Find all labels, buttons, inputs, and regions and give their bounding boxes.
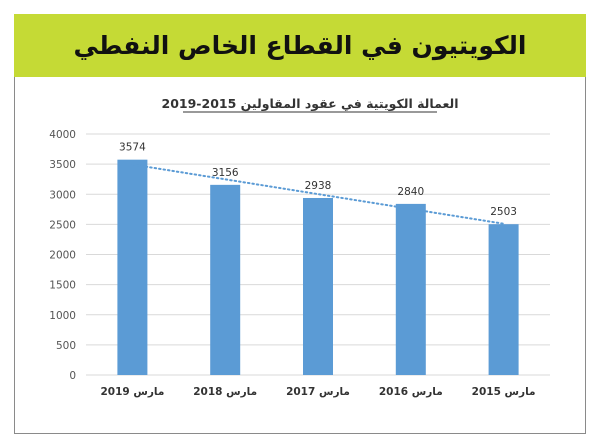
y-tick-label: 3500 bbox=[49, 159, 76, 171]
y-tick-label: 2500 bbox=[49, 219, 76, 231]
x-tick-label: مارس 2019 bbox=[100, 386, 164, 398]
bars-layer bbox=[117, 159, 519, 375]
x-tick-label: مارس 2016 bbox=[379, 386, 443, 398]
data-label: 2938 bbox=[305, 180, 332, 192]
y-tick-label: 4000 bbox=[49, 129, 76, 141]
y-tick-label: 3000 bbox=[49, 189, 76, 201]
trend-layer bbox=[131, 163, 505, 225]
data-label: 2503 bbox=[490, 206, 517, 218]
bar bbox=[303, 197, 333, 375]
x-tick-label: مارس 2015 bbox=[472, 386, 536, 398]
y-tick-label: 0 bbox=[69, 370, 76, 382]
x-tick-label: مارس 2017 bbox=[286, 386, 350, 398]
y-tick-label: 2000 bbox=[49, 250, 76, 262]
bar bbox=[488, 224, 519, 375]
banner-title: الكويتيون في القطاع الخاص النفطي bbox=[73, 31, 527, 60]
y-tick-label: 1500 bbox=[49, 280, 76, 292]
x-tick-label: مارس 2018 bbox=[193, 386, 257, 398]
data-label: 2840 bbox=[397, 186, 424, 198]
data-label: 3574 bbox=[119, 142, 146, 154]
title-banner: الكويتيون في القطاع الخاص النفطي bbox=[14, 14, 586, 77]
data-label: 3156 bbox=[212, 167, 239, 179]
bar bbox=[395, 203, 426, 375]
chart-title: العمالة الكويتية في عقود المقاولين 2015-… bbox=[162, 96, 459, 111]
labels-layer: 0 500 1000 1500 2000 2500 3000 3500 4000 3574 مارس… bbox=[49, 129, 535, 398]
trendline bbox=[131, 163, 505, 225]
y-tick-label: 500 bbox=[56, 340, 76, 352]
bar bbox=[117, 159, 148, 375]
y-tick-label: 1000 bbox=[49, 310, 76, 322]
bar bbox=[210, 184, 241, 375]
